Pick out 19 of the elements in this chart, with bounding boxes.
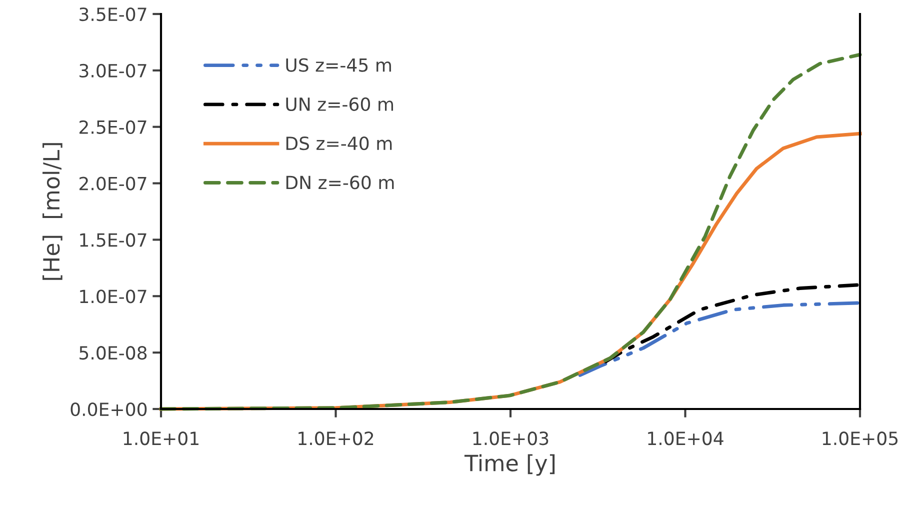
y-tick-label: 1.0E-07 (80, 290, 146, 304)
x-tick-label: 1.0E+01 (124, 432, 198, 446)
legend-label: UN z=-60 m (286, 97, 394, 112)
y-tick-label: 5.0E-08 (80, 346, 147, 360)
y-tick-label: 3.5E-07 (80, 7, 146, 22)
x-tick-label: 1.0E+02 (298, 432, 374, 446)
y-axis-title: [He] [mol/L] (42, 143, 62, 280)
y-tick-label: 3.0E-07 (80, 64, 146, 78)
legend-label: DS z=-40 m (286, 136, 392, 150)
y-tick-label: 2.5E-07 (80, 120, 146, 134)
legend-label: US z=-45 m (286, 58, 391, 72)
legend-label: DN z=-60 m (286, 176, 394, 190)
y-tick-label: 0.0E+00 (70, 402, 147, 416)
x-tick-label: 1.0E+03 (473, 432, 548, 446)
x-axis-title: Time [y] (464, 454, 555, 476)
x-tick-label: 1.0E+05 (822, 432, 898, 446)
y-tick-label: 2.0E-07 (80, 176, 146, 190)
x-tick-label: 1.0E+04 (648, 432, 724, 446)
y-tick-label: 1.5E-07 (80, 233, 146, 247)
